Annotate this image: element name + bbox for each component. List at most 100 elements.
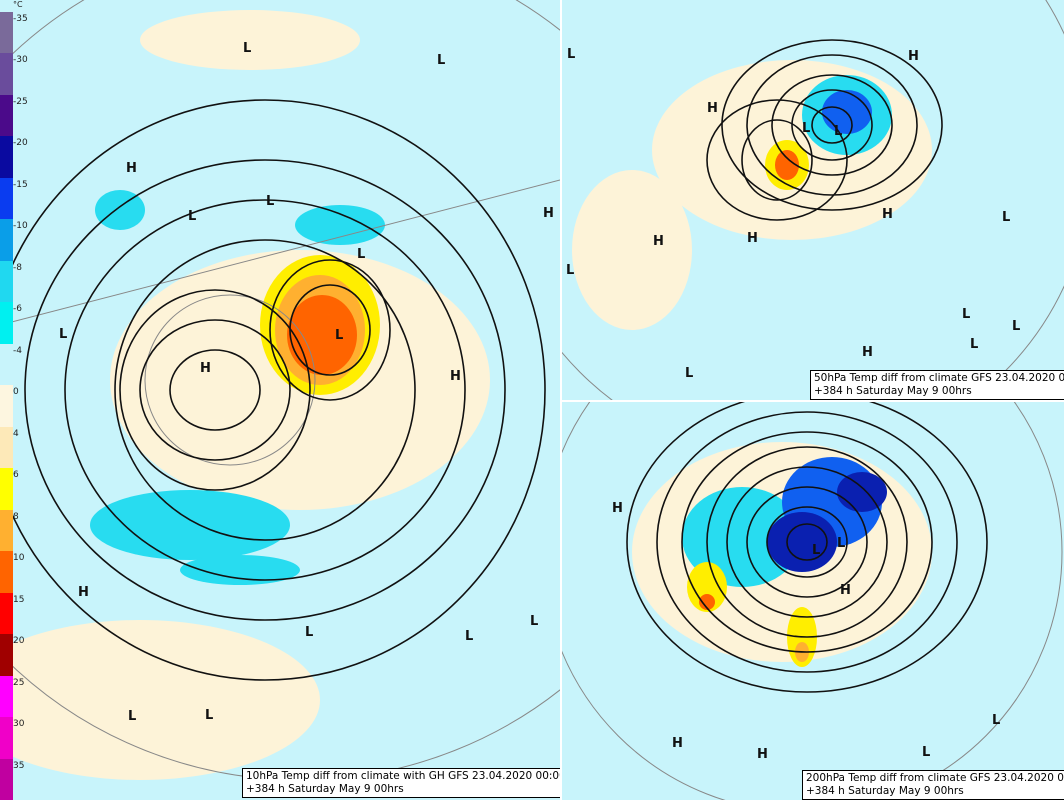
map-200hpa: H L L H H L H L xyxy=(562,402,1063,800)
legend-band xyxy=(0,53,13,95)
low-pressure-label: L xyxy=(685,366,693,381)
caption-time: +384 h Saturday May 9 00hrs xyxy=(814,385,972,397)
height-contour xyxy=(791,89,873,161)
height-contour xyxy=(289,284,371,376)
height-contour xyxy=(771,74,893,176)
legend-band xyxy=(0,468,13,510)
legend-band xyxy=(0,758,13,800)
height-contour xyxy=(746,54,918,196)
cold-anomaly-area xyxy=(95,190,145,230)
high-pressure-label: H xyxy=(126,161,137,176)
legend-label: 6 xyxy=(13,470,19,481)
legend-label: -10 xyxy=(13,221,28,232)
warm-anomaly-area xyxy=(687,562,727,612)
high-pressure-label: H xyxy=(78,585,89,600)
high-pressure-label: H xyxy=(862,345,873,360)
high-pressure-label: H xyxy=(200,361,211,376)
height-contour xyxy=(681,431,933,653)
height-contour xyxy=(169,349,261,431)
legend-label: 15 xyxy=(13,594,25,605)
legend-label: 20 xyxy=(13,636,25,647)
legend-label: -8 xyxy=(13,262,22,273)
legend-label: -35 xyxy=(13,14,28,24)
meridian-line xyxy=(0,179,560,326)
height-contour xyxy=(139,319,291,461)
caption-time: +384 h Saturday May 9 00hrs xyxy=(806,785,964,797)
map-10hpa: L L H L L L H L H H L H L L L L L xyxy=(0,0,560,781)
height-contour xyxy=(746,486,868,598)
legend-label: 35 xyxy=(13,760,25,771)
height-contour xyxy=(269,259,391,401)
legend-label: -30 xyxy=(13,55,28,66)
legend-label: -4 xyxy=(13,345,22,356)
height-contour xyxy=(706,99,848,221)
warm-anomaly-area xyxy=(775,150,799,180)
legend-label: 0 xyxy=(13,387,19,398)
warm-anomaly-area xyxy=(0,620,320,780)
high-pressure-label: H xyxy=(653,234,664,249)
low-pressure-label: L xyxy=(812,543,820,558)
legend-band xyxy=(0,717,13,759)
height-contour xyxy=(726,466,888,618)
low-pressure-label: L xyxy=(437,53,445,68)
cold-anomaly-area xyxy=(837,472,887,512)
cold-anomaly-area xyxy=(90,490,290,560)
legend-label: -25 xyxy=(13,96,28,107)
legend-band xyxy=(0,136,13,178)
height-contour xyxy=(119,289,311,491)
low-pressure-label: L xyxy=(266,194,274,209)
cold-anomaly-area xyxy=(180,555,300,585)
legend-band xyxy=(0,219,13,261)
height-contour xyxy=(114,239,416,541)
legend-label: 4 xyxy=(13,428,19,439)
low-pressure-label: L xyxy=(128,709,136,724)
low-pressure-label: L xyxy=(970,337,978,352)
legend-band xyxy=(0,94,13,137)
height-contour xyxy=(64,199,466,581)
caption-title: 200hPa Temp diff from climate GFS 23.04.… xyxy=(806,772,1064,784)
low-pressure-label: L xyxy=(188,209,196,224)
high-pressure-label: H xyxy=(840,583,851,598)
legend-label: 10 xyxy=(13,553,25,564)
low-pressure-label: L xyxy=(566,263,574,278)
high-pressure-label: H xyxy=(450,369,461,384)
height-contour xyxy=(721,39,943,211)
caption-time: +384 h Saturday May 9 00hrs xyxy=(246,783,404,795)
legend-label: -6 xyxy=(13,304,22,315)
low-pressure-label: L xyxy=(802,121,810,136)
caption-10hpa: 10hPa Temp diff from climate with GH GFS… xyxy=(242,768,560,798)
caption-50hpa: 50hPa Temp diff from climate GFS 23.04.2… xyxy=(810,370,1064,400)
low-pressure-label: L xyxy=(357,247,365,262)
legend-band xyxy=(0,385,13,427)
high-pressure-label: H xyxy=(757,747,768,762)
legend-band xyxy=(0,12,13,54)
low-pressure-label: L xyxy=(1002,210,1010,225)
warm-anomaly-area xyxy=(699,594,715,610)
height-contour xyxy=(741,119,813,201)
low-pressure-label: L xyxy=(205,708,213,723)
high-pressure-label: H xyxy=(612,501,623,516)
legend-band xyxy=(0,509,13,552)
height-contour xyxy=(786,523,828,561)
legend-band xyxy=(0,592,13,635)
latitude-circle xyxy=(144,294,316,466)
legend-label: 30 xyxy=(13,719,25,730)
low-pressure-label: L xyxy=(530,614,538,629)
height-contour xyxy=(811,106,853,144)
warm-anomaly-area xyxy=(140,10,360,70)
low-pressure-label: L xyxy=(837,536,845,551)
legend-label: 8 xyxy=(13,511,19,522)
height-contour xyxy=(656,411,958,673)
high-pressure-label: H xyxy=(707,101,718,116)
legend-band xyxy=(0,260,13,303)
high-pressure-label: H xyxy=(747,231,758,246)
height-contour xyxy=(766,506,848,578)
legend-label: 25 xyxy=(13,677,25,688)
high-pressure-label: H xyxy=(672,736,683,751)
low-pressure-label: L xyxy=(335,328,343,343)
map-panel-200hpa: H L L H H L H L 200hPa Temp diff from climate G… xyxy=(562,402,1064,800)
low-pressure-label: L xyxy=(1012,319,1020,334)
legend-band xyxy=(0,551,13,593)
legend-band xyxy=(0,634,13,676)
